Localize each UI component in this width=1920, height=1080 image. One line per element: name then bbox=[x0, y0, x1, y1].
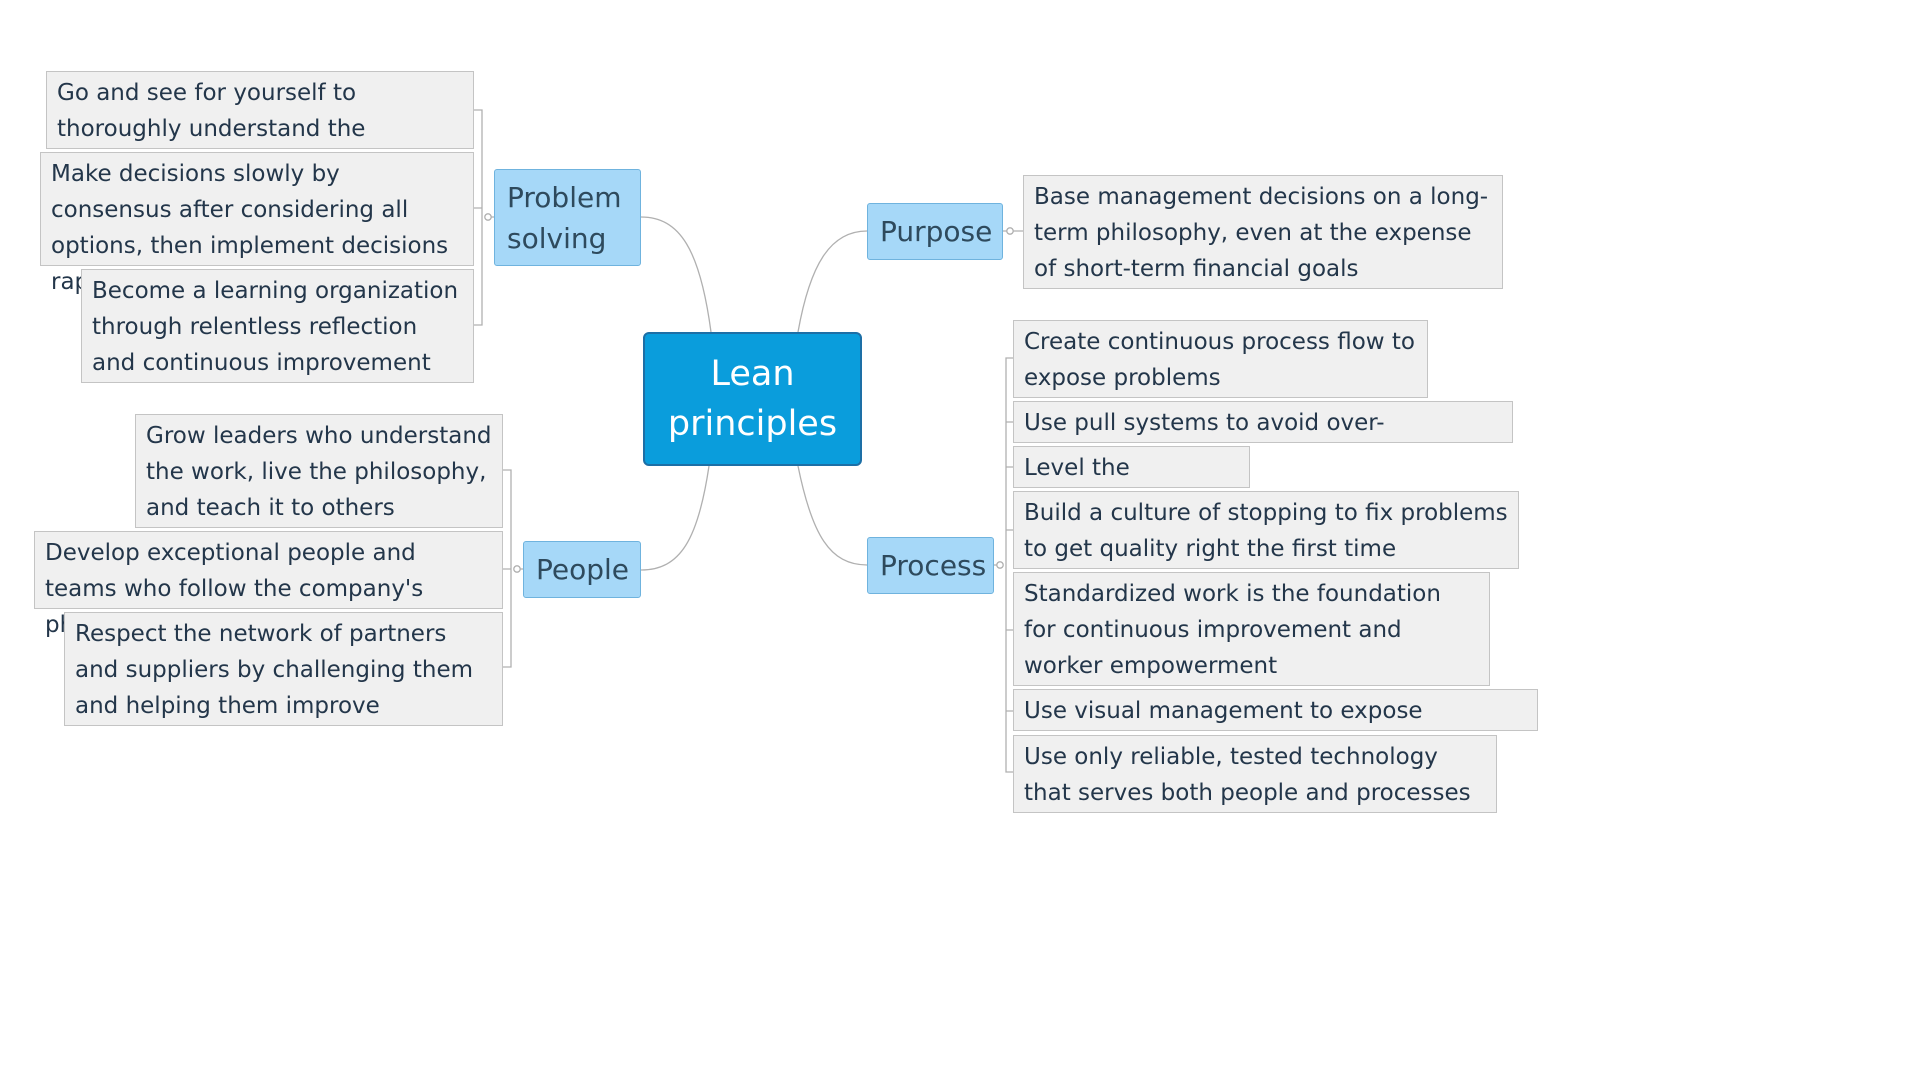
mind-map: Lean principles Problem solving Go and s… bbox=[34, 71, 1538, 813]
subtopic-develop-people[interactable]: Develop exceptional people and teams who… bbox=[34, 531, 503, 638]
subtopic-visual-management[interactable]: Use visual management to expose problems bbox=[1013, 689, 1538, 760]
link-purpose bbox=[797, 230, 868, 333]
subtopic-label: Use only reliable, tested technology tha… bbox=[1024, 744, 1471, 806]
central-topic-label: Lean principles bbox=[667, 354, 838, 444]
subtopic-pull-systems[interactable]: Use pull systems to avoid over-productio… bbox=[1013, 401, 1513, 472]
subtopic-stop-to-fix[interactable]: Build a culture of stopping to fix probl… bbox=[1013, 491, 1519, 569]
topic-purpose[interactable]: Purpose bbox=[867, 203, 1003, 260]
subtopic-level-workload[interactable]: Level the workload bbox=[1013, 446, 1250, 517]
subtopic-label: Respect the network of partners and supp… bbox=[75, 621, 473, 719]
subtopic-grow-leaders[interactable]: Grow leaders who understand the work, li… bbox=[135, 414, 503, 528]
subtopic-label: Standardized work is the foundation for … bbox=[1024, 581, 1441, 679]
topic-people-label: People bbox=[536, 553, 630, 586]
link-people bbox=[640, 465, 710, 571]
subtopic-respect-partners[interactable]: Respect the network of partners and supp… bbox=[64, 612, 503, 726]
subtopic-label: Build a culture of stopping to fix probl… bbox=[1024, 500, 1508, 562]
topic-people[interactable]: People bbox=[523, 541, 641, 598]
topic-problem-solving[interactable]: Problem solving bbox=[494, 169, 641, 266]
subtopic-label: Create continuous process flow to expose… bbox=[1024, 329, 1415, 391]
subtopic-label: Grow leaders who understand the work, li… bbox=[146, 423, 492, 521]
subtopic-reliable-technology[interactable]: Use only reliable, tested technology tha… bbox=[1013, 735, 1497, 813]
subtopic-go-and-see[interactable]: Go and see for yourself to thoroughly un… bbox=[46, 71, 474, 178]
subtopic-continuous-flow[interactable]: Create continuous process flow to expose… bbox=[1013, 320, 1428, 398]
subtopic-label: Base management decisions on a long-term… bbox=[1034, 184, 1489, 282]
link-process bbox=[797, 465, 868, 566]
topic-purpose-label: Purpose bbox=[880, 215, 993, 248]
subtopic-standardized-work[interactable]: Standardized work is the foundation for … bbox=[1013, 572, 1490, 686]
subtopic-label: Develop exceptional people and teams who… bbox=[45, 540, 424, 638]
topic-problem-solving-label: Problem solving bbox=[507, 180, 622, 255]
topic-process-label: Process bbox=[880, 549, 987, 582]
topic-process[interactable]: Process bbox=[867, 537, 994, 594]
central-topic[interactable]: Lean principles bbox=[643, 332, 862, 466]
connector-lines bbox=[474, 109, 1023, 773]
subtopic-label: Become a learning organization through r… bbox=[92, 278, 459, 376]
link-problem-solving bbox=[640, 216, 712, 333]
subtopic-learning-organization[interactable]: Become a learning organization through r… bbox=[81, 269, 474, 383]
subtopic-long-term-philosophy[interactable]: Base management decisions on a long-term… bbox=[1023, 175, 1503, 289]
subtopic-decisions-by-consensus[interactable]: Make decisions slowly by consensus after… bbox=[40, 152, 474, 295]
